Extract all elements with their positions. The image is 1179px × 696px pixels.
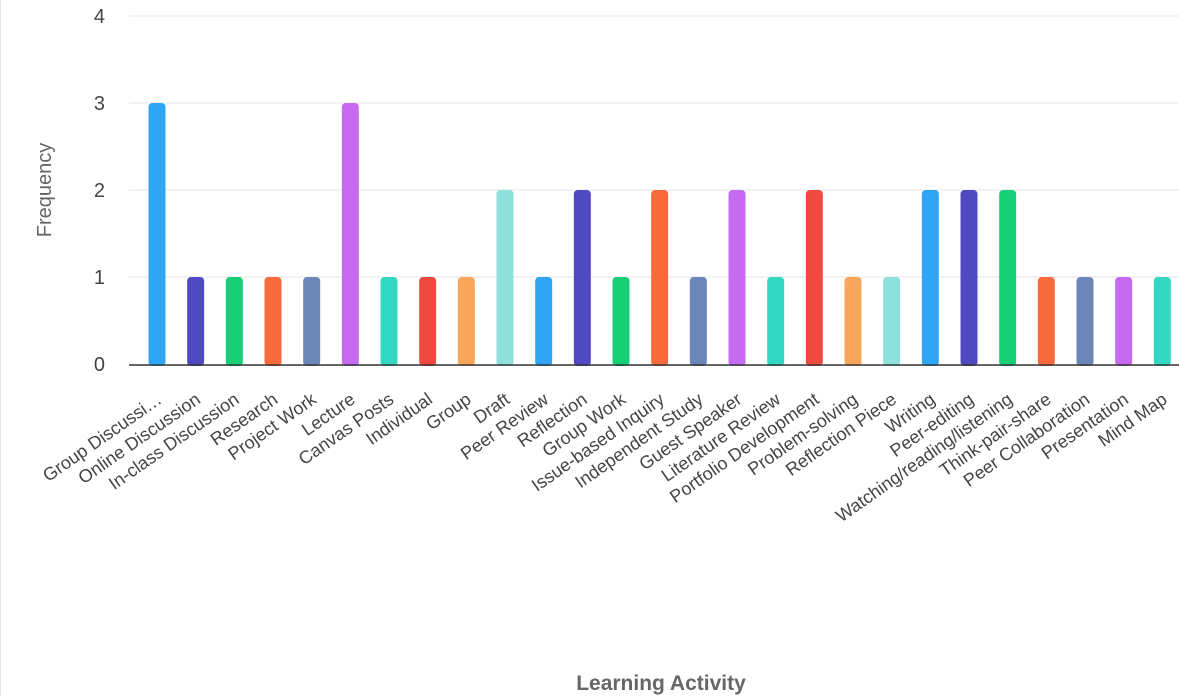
bar xyxy=(999,190,1017,366)
y-tick-label: 2 xyxy=(94,180,105,202)
bar xyxy=(960,190,978,366)
bar xyxy=(341,103,359,366)
bar xyxy=(805,190,823,366)
y-tick-label: 0 xyxy=(94,354,105,376)
bar xyxy=(225,277,243,366)
bar xyxy=(689,277,707,366)
y-tick-label: 1 xyxy=(94,267,105,289)
y-tick-label: 4 xyxy=(94,6,105,28)
bar xyxy=(419,277,437,366)
x-axis-category-labels: Group Discussi…Online DiscussionIn-class… xyxy=(39,388,1171,526)
bar xyxy=(303,277,321,366)
bar xyxy=(457,277,475,366)
bar xyxy=(264,277,282,366)
y-tick-label: 3 xyxy=(94,93,105,115)
bar xyxy=(1037,277,1055,366)
y-axis-title: Frequency xyxy=(34,143,56,238)
bar xyxy=(651,190,669,366)
bar xyxy=(612,277,630,366)
bars xyxy=(148,103,1171,366)
bar xyxy=(148,103,166,366)
bar xyxy=(187,277,205,366)
bar xyxy=(883,277,901,366)
bar xyxy=(380,277,398,366)
bar xyxy=(535,277,553,366)
bar xyxy=(1153,277,1171,366)
bar xyxy=(496,190,514,366)
y-axis-ticks: 0 1 2 3 4 xyxy=(94,6,105,376)
bar xyxy=(573,190,591,366)
x-axis-title: Learning Activity xyxy=(576,672,746,695)
bar xyxy=(1076,277,1094,366)
bar xyxy=(1115,277,1133,366)
bar xyxy=(767,277,785,366)
x-category-label: Group xyxy=(422,389,474,434)
bar xyxy=(921,190,939,366)
bar xyxy=(844,277,862,366)
bar xyxy=(728,190,746,366)
